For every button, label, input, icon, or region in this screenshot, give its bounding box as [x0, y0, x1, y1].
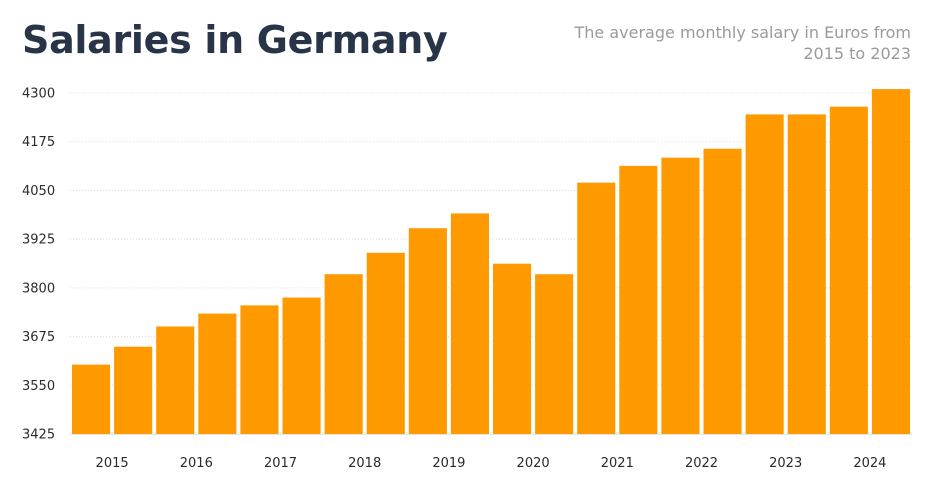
bar — [408, 228, 447, 434]
x-tick-label: 2015 — [96, 456, 129, 471]
x-tick-label: 2017 — [264, 456, 297, 471]
bar — [324, 274, 363, 434]
x-tick-label: 2022 — [685, 456, 718, 471]
bar — [282, 297, 321, 434]
bar — [450, 213, 489, 434]
x-tick-label: 2024 — [853, 456, 886, 471]
x-tick-label: 2021 — [601, 456, 634, 471]
bar — [240, 305, 279, 434]
y-tick-label: 4050 — [22, 184, 55, 199]
bar — [535, 274, 574, 434]
y-tick-label: 3800 — [22, 281, 55, 296]
bar — [114, 346, 153, 434]
bar — [661, 157, 700, 434]
bar — [72, 364, 111, 434]
bar — [156, 326, 195, 434]
bar — [703, 148, 742, 435]
y-tick-label: 4175 — [22, 135, 55, 150]
x-tick-label: 2018 — [348, 456, 381, 471]
bar — [787, 114, 826, 434]
chart-title: Salaries in Germany — [22, 18, 448, 62]
bar — [366, 252, 405, 434]
bar — [871, 89, 910, 435]
bar — [493, 263, 532, 434]
y-tick-label: 3675 — [22, 330, 55, 345]
x-tick-label: 2016 — [180, 456, 213, 471]
y-tick-label: 4300 — [22, 87, 55, 102]
y-tick-label: 3425 — [22, 428, 55, 443]
bar — [577, 182, 616, 434]
chart-subtitle: The average monthly salary in Euros from… — [574, 23, 911, 63]
bar — [745, 114, 784, 434]
y-tick-label: 3550 — [22, 379, 55, 394]
bar — [619, 165, 658, 434]
x-tick-label: 2020 — [517, 456, 550, 471]
bar — [198, 313, 237, 434]
y-tick-label: 3925 — [22, 233, 55, 248]
x-tick-label: 2023 — [769, 456, 802, 471]
x-tick-label: 2019 — [432, 456, 465, 471]
bar — [829, 106, 868, 434]
